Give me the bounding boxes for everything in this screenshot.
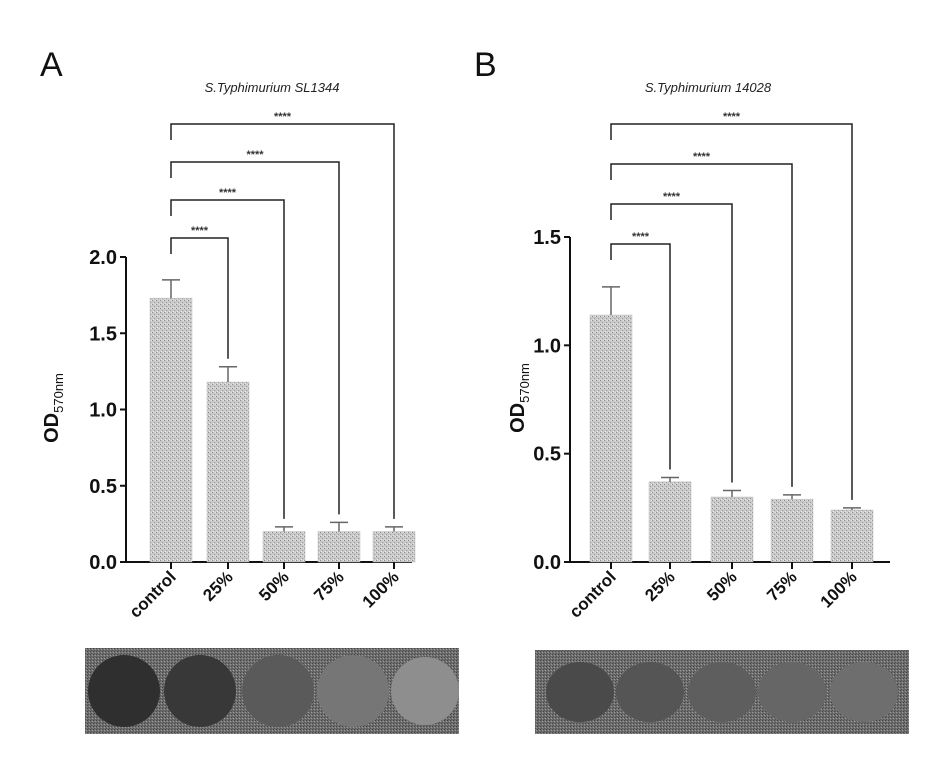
bar-b-3 bbox=[771, 499, 813, 562]
panel-b-ylabel-main: OD bbox=[507, 403, 529, 433]
panel-b-ylabel-sub: 570nm bbox=[517, 363, 532, 403]
bar-a-1 bbox=[207, 382, 249, 562]
well-control-b bbox=[546, 662, 614, 722]
sig-label-b-1: **** bbox=[632, 231, 650, 243]
y-tick-label-a-2: 1.0 bbox=[89, 400, 117, 422]
panel-a-letter: A bbox=[40, 46, 63, 84]
well-25-b bbox=[616, 662, 684, 722]
panel-b: B S.Typhimurium 14028 OD570nm 0.0 0.5 1.0 1… bbox=[474, 46, 909, 734]
panel-a: A S.Typhimurium SL1344 OD570nm 0.0 0.5 1.0… bbox=[40, 46, 459, 734]
panel-b-well-photo bbox=[535, 650, 909, 734]
bar-a-2 bbox=[263, 532, 305, 563]
sig-label-b-3: **** bbox=[693, 151, 711, 163]
sig-bracket-a-4 bbox=[171, 124, 394, 519]
sig-label-b-2: **** bbox=[663, 191, 681, 203]
y-tick-label-b-0: 0.0 bbox=[533, 552, 561, 574]
panel-a-well-photo bbox=[85, 648, 459, 734]
well-100-b bbox=[830, 662, 898, 722]
well-75-a bbox=[317, 655, 389, 727]
well-25-a bbox=[164, 655, 236, 727]
panel-a-title: S.Typhimurium SL1344 bbox=[205, 80, 340, 95]
x-tick-label-b-4: 100% bbox=[817, 567, 861, 611]
y-tick-label-b-1: 0.5 bbox=[533, 444, 561, 466]
y-tick-label-b-3: 1.5 bbox=[533, 227, 561, 249]
x-tick-label-b-3: 75% bbox=[763, 567, 800, 604]
bar-a-3 bbox=[318, 532, 360, 563]
well-50-b bbox=[688, 662, 756, 722]
sig-bracket-b-3 bbox=[611, 164, 792, 487]
sig-label-a-4: **** bbox=[274, 111, 292, 123]
bar-b-1 bbox=[649, 482, 691, 562]
bar-a-4 bbox=[373, 532, 415, 563]
well-control-a bbox=[88, 655, 160, 727]
y-tick-label-a-1: 0.5 bbox=[89, 476, 117, 498]
sig-label-a-2: **** bbox=[219, 187, 237, 199]
well-50-a bbox=[242, 655, 314, 727]
sig-bracket-a-3 bbox=[171, 162, 339, 514]
x-tick-label-b-1: 25% bbox=[641, 567, 678, 604]
y-tick-label-a-0: 0.0 bbox=[89, 552, 117, 574]
bar-a-0 bbox=[150, 298, 192, 562]
x-tick-label-a-1: 25% bbox=[199, 567, 236, 604]
x-tick-label-b-0: control bbox=[566, 567, 620, 621]
bar-b-4 bbox=[831, 510, 873, 562]
x-tick-label-a-0: control bbox=[126, 567, 180, 621]
well-100-a bbox=[391, 657, 459, 725]
panel-b-ylabel: OD570nm bbox=[507, 363, 532, 433]
panel-a-ylabel: OD570nm bbox=[41, 373, 66, 443]
svg-text:OD570nm: OD570nm bbox=[41, 373, 66, 443]
svg-text:OD570nm: OD570nm bbox=[507, 363, 532, 433]
x-tick-label-a-3: 75% bbox=[310, 567, 347, 604]
x-tick-label-a-2: 50% bbox=[255, 567, 292, 604]
sig-label-b-4: **** bbox=[723, 111, 741, 123]
y-tick-label-b-2: 1.0 bbox=[533, 335, 561, 357]
panel-a-ylabel-main: OD bbox=[41, 413, 63, 443]
panel-a-ylabel-sub: 570nm bbox=[51, 373, 66, 413]
sig-label-a-1: **** bbox=[191, 225, 209, 237]
x-tick-label-a-4: 100% bbox=[359, 567, 403, 611]
panel-a-plot: 0.0 0.5 1.0 1.5 2.0 control 25% 50% 75% 100% **** *… bbox=[89, 111, 415, 622]
panel-b-title: S.Typhimurium 14028 bbox=[645, 80, 772, 95]
panel-b-letter: B bbox=[474, 46, 497, 84]
panel-b-plot: 0.0 0.5 1.0 1.5 control 25% 50% 75% 100% **** ****… bbox=[533, 111, 890, 622]
x-tick-label-b-2: 50% bbox=[703, 567, 740, 604]
well-75-b bbox=[758, 662, 826, 722]
bar-b-0 bbox=[590, 315, 632, 562]
y-tick-label-a-4: 2.0 bbox=[89, 247, 117, 269]
sig-label-a-3: **** bbox=[246, 149, 264, 161]
y-tick-label-a-3: 1.5 bbox=[89, 323, 117, 345]
bar-b-2 bbox=[711, 497, 753, 562]
